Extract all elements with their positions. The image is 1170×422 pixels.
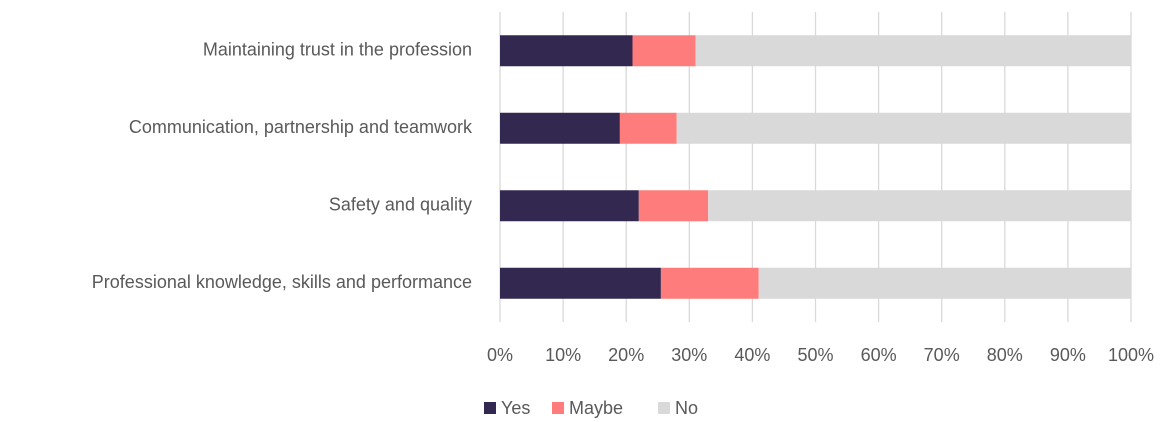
y-tick-label: Maintaining trust in the profession xyxy=(203,40,472,60)
x-tick-label: 70% xyxy=(924,345,960,365)
bar-segment xyxy=(660,267,759,299)
y-tick-label: Safety and quality xyxy=(329,195,472,215)
y-tick-label: Communication, partnership and teamwork xyxy=(129,117,473,137)
bar-segment xyxy=(632,35,696,67)
legend-label: No xyxy=(675,398,698,418)
bar-segment xyxy=(695,35,1131,67)
legend-swatch xyxy=(484,402,496,414)
bar-segment xyxy=(758,267,1131,299)
bar-segment xyxy=(619,112,677,144)
legend-swatch xyxy=(658,402,670,414)
bar-segment xyxy=(708,190,1131,222)
bar-segment xyxy=(500,35,633,67)
legend-label: Maybe xyxy=(569,398,623,418)
x-tick-label: 20% xyxy=(608,345,644,365)
bar-segment xyxy=(500,267,661,299)
x-tick-label: 10% xyxy=(545,345,581,365)
y-tick-label: Professional knowledge, skills and perfo… xyxy=(92,272,472,292)
x-tick-label: 90% xyxy=(1050,345,1086,365)
x-tick-label: 30% xyxy=(671,345,707,365)
bar-segment xyxy=(676,112,1131,144)
bar-segment xyxy=(500,190,639,222)
bar-segment xyxy=(500,112,620,144)
x-tick-label: 50% xyxy=(797,345,833,365)
x-tick-label: 40% xyxy=(734,345,770,365)
legend-swatch xyxy=(552,402,564,414)
x-tick-label: 80% xyxy=(987,345,1023,365)
x-tick-label: 60% xyxy=(861,345,897,365)
bar-segment xyxy=(638,190,709,222)
x-tick-label: 0% xyxy=(487,345,513,365)
legend-label: Yes xyxy=(501,398,530,418)
x-tick-label: 100% xyxy=(1108,345,1154,365)
